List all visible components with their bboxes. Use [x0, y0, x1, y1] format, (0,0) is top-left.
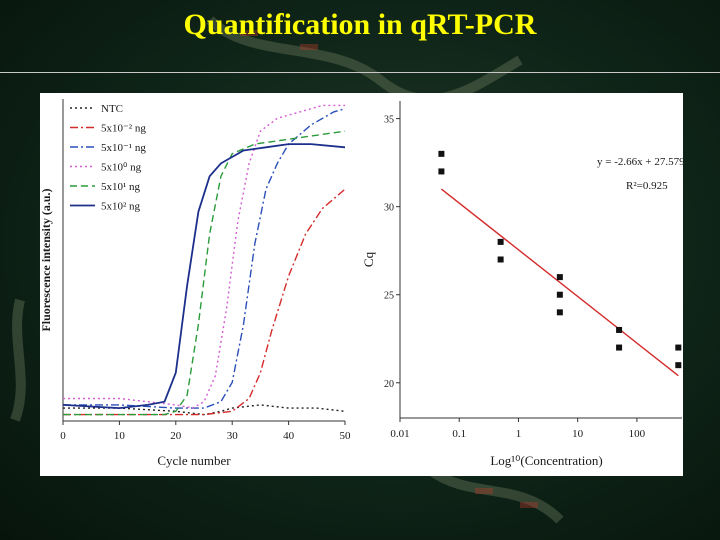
- legend-label: 5x10⁻² ng: [101, 123, 146, 135]
- x-axis-title: Cycle number: [157, 453, 231, 468]
- data-point: [438, 168, 445, 175]
- data-point: [616, 326, 623, 333]
- legend-label: 5x10⁰ ng: [101, 162, 142, 174]
- y-tick-label: 35: [384, 115, 394, 126]
- y-tick-label: 20: [384, 379, 394, 390]
- series-line: [63, 130, 346, 416]
- legend-label: NTC: [101, 103, 123, 115]
- series-line: [63, 188, 346, 416]
- x-tick-label: 0.01: [390, 428, 409, 440]
- x-tick-label: 30: [227, 430, 239, 442]
- x-tick-label: 10: [572, 428, 584, 440]
- legend-label: 5x10² ng: [101, 201, 141, 213]
- figure-svg: 0 10 20 30 40 50 Cycle number Fluorescence inte…: [40, 99, 683, 468]
- x-tick-label: 40: [283, 430, 295, 442]
- x-tick-label: 50: [340, 430, 352, 442]
- x-tick-label: 0.1: [452, 428, 466, 440]
- x-tick-label: 1: [516, 428, 522, 440]
- standard-curve-chart: 0.01 0.1 1 10 100 20 25 30 35 Log¹⁰(Concentration…: [361, 101, 683, 468]
- data-point: [497, 256, 504, 263]
- x-axis-title: Log¹⁰(Concentration): [490, 453, 602, 468]
- fit-equation-label: y = -2.66x + 27.579: [597, 156, 683, 168]
- series-line: [62, 143, 346, 410]
- data-point: [675, 344, 682, 351]
- data-point: [556, 274, 563, 281]
- legend-label: 5x10⁻¹ ng: [101, 142, 146, 154]
- title-divider: [0, 72, 720, 73]
- r-squared-label: R²=0.925: [626, 180, 668, 192]
- series-line: [63, 108, 346, 409]
- y-tick-label: 25: [384, 291, 394, 302]
- amplification-curves-chart: 0 10 20 30 40 50 Cycle number Fluorescence inte…: [40, 99, 351, 468]
- legend-label: 5x10¹ ng: [101, 181, 141, 193]
- y-axis-title: Cq: [361, 251, 376, 267]
- x-tick-label: 100: [629, 428, 646, 440]
- data-point: [497, 238, 504, 245]
- x-tick-label: 0: [60, 430, 66, 442]
- figure-panel: 0 10 20 30 40 50 Cycle number Fluorescence inte…: [40, 93, 683, 476]
- series-line: [63, 104, 345, 409]
- data-point: [675, 362, 682, 369]
- data-point: [616, 344, 623, 351]
- fit-line: [440, 188, 679, 377]
- y-axis-title: Fluorescence intensity (a.u.): [40, 188, 53, 331]
- x-tick-label: 10: [114, 430, 126, 442]
- data-point: [438, 150, 445, 157]
- slide-title: Quantification in qRT-PCR: [183, 8, 537, 41]
- y-tick-label: 30: [384, 203, 394, 214]
- data-point: [556, 309, 563, 316]
- x-tick-label: 20: [170, 430, 182, 442]
- series-line: [63, 404, 346, 416]
- data-point: [556, 291, 563, 298]
